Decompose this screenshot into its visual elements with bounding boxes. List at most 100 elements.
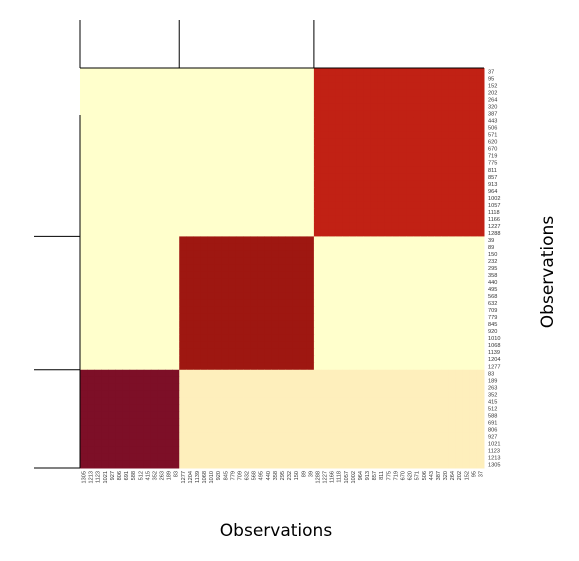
heatmap-cell [413, 103, 421, 111]
heatmap-cell [448, 327, 457, 336]
heatmap-cell [406, 68, 414, 76]
heatmap-cell [370, 376, 379, 385]
heatmap-cell [363, 271, 372, 280]
heatmap-cell [370, 159, 379, 167]
heatmap-cell [94, 215, 102, 223]
heatmap-cell [235, 215, 244, 223]
heatmap-cell [462, 397, 471, 406]
heatmap-cell [469, 278, 478, 287]
heatmap-cell [285, 194, 294, 202]
heatmap-cell [455, 222, 464, 230]
heatmap-cell [420, 418, 428, 427]
heatmap-cell [221, 187, 230, 195]
heatmap-cell [363, 124, 372, 132]
heatmap-cell [313, 390, 322, 399]
heatmap-cell [186, 348, 194, 357]
heatmap-cell [299, 194, 308, 202]
heatmap-cell [285, 460, 294, 469]
heatmap-cell [441, 103, 450, 111]
heatmap-cell [292, 215, 301, 223]
heatmap-cell [299, 236, 308, 244]
heatmap-cell [384, 390, 393, 399]
heatmap-cell [129, 313, 138, 322]
heatmap-cell [434, 166, 442, 174]
heatmap-cell [363, 306, 372, 315]
heatmap-cell [462, 404, 471, 413]
column-dendrogram [79, 20, 484, 69]
heatmap-cell [243, 362, 251, 371]
heatmap-cell [186, 117, 194, 125]
heatmap-cell [306, 222, 315, 230]
heatmap-cell [264, 453, 272, 462]
heatmap-cell [264, 131, 272, 139]
column-tick-label: 806 [117, 471, 123, 480]
heatmap-cell [384, 96, 393, 104]
column-tick-label: 670 [400, 471, 406, 480]
heatmap-cell [257, 306, 265, 315]
heatmap-cell [370, 257, 379, 265]
heatmap-cell [122, 96, 131, 104]
heatmap-cell [214, 418, 223, 427]
heatmap-cell [200, 418, 209, 427]
heatmap-cell [462, 320, 471, 329]
heatmap-cell [448, 68, 457, 76]
heatmap-cell [157, 138, 166, 146]
heatmap-cell [200, 397, 209, 406]
heatmap-cell [335, 89, 343, 97]
heatmap-cell [250, 194, 258, 202]
row-tick-label: 1166 [488, 217, 500, 223]
heatmap-cell [427, 173, 435, 181]
heatmap-cell [335, 159, 343, 167]
heatmap-cell [391, 194, 400, 202]
heatmap-cell [87, 446, 95, 455]
heatmap-cell [370, 138, 379, 146]
heatmap-cell [427, 432, 435, 441]
heatmap-cell [377, 215, 386, 223]
heatmap-cell [150, 453, 159, 462]
heatmap-cell [235, 124, 244, 132]
heatmap-cell [243, 404, 251, 413]
heatmap-cell [87, 222, 95, 230]
heatmap-cell [207, 68, 216, 76]
heatmap-cell [306, 145, 315, 153]
heatmap-cell [115, 411, 124, 420]
heatmap-cell [221, 299, 230, 308]
heatmap-cell [221, 292, 230, 301]
heatmap-cell [207, 145, 216, 153]
heatmap-cell [398, 117, 407, 125]
heatmap-cell [469, 355, 478, 364]
heatmap-cell [235, 131, 244, 139]
heatmap-cell [186, 68, 194, 76]
heatmap-cell [420, 124, 428, 132]
heatmap-cell [462, 453, 471, 462]
heatmap-cell [243, 96, 251, 104]
heatmap-cell [363, 383, 372, 392]
heatmap-cell [320, 341, 329, 350]
row-tick-label: 443 [488, 119, 497, 125]
heatmap-cell [299, 313, 308, 322]
heatmap-cell [228, 313, 237, 322]
heatmap-cell [285, 404, 294, 413]
heatmap-cell [165, 355, 173, 364]
heatmap-cell [157, 320, 166, 329]
heatmap-cell [377, 96, 386, 104]
heatmap-cell [221, 439, 230, 448]
heatmap-cell [384, 446, 393, 455]
heatmap-cell [250, 299, 258, 308]
heatmap-cell [342, 306, 350, 315]
heatmap-cell [122, 341, 131, 350]
heatmap-cell [243, 334, 251, 343]
heatmap-cell [448, 75, 457, 83]
heatmap-cell [462, 369, 471, 378]
heatmap-cell [122, 446, 131, 455]
heatmap-cell [136, 383, 145, 392]
heatmap-cell [172, 131, 180, 139]
heatmap-cell [462, 166, 471, 174]
heatmap-cell [370, 411, 379, 420]
heatmap-cell [165, 250, 173, 258]
heatmap-cell [306, 425, 315, 434]
heatmap-cell [250, 411, 258, 420]
heatmap-cell [406, 306, 414, 315]
heatmap-cell [87, 82, 95, 90]
heatmap-cell [342, 131, 350, 139]
